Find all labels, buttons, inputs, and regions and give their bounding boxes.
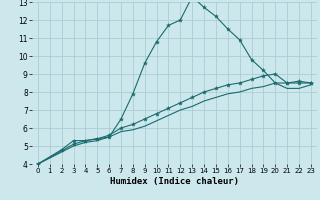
- X-axis label: Humidex (Indice chaleur): Humidex (Indice chaleur): [110, 177, 239, 186]
